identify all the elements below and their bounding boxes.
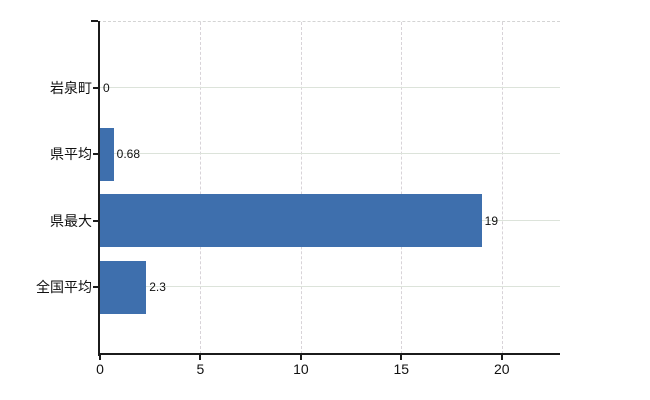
- x-axis-tick-label: 15: [393, 361, 410, 377]
- bar: [100, 127, 114, 181]
- plot-top-border: [98, 21, 560, 22]
- x-axis-tick: [299, 355, 302, 360]
- x-axis-tick-label: 10: [293, 361, 309, 377]
- x-axis-tick: [99, 355, 101, 360]
- x-axis-tick: [500, 355, 503, 360]
- bar-value-label: 2.3: [149, 280, 166, 295]
- y-axis-tick: [93, 153, 98, 156]
- x-gridline: [300, 22, 302, 354]
- y-gridline: [100, 87, 560, 88]
- x-axis-tick: [400, 355, 403, 360]
- y-gridline: [100, 286, 560, 287]
- x-axis-tick-label: 20: [493, 361, 510, 377]
- x-gridline: [401, 22, 403, 354]
- y-gridline: [100, 153, 560, 154]
- bar-value-label: 0: [103, 80, 110, 95]
- y-axis-tick: [93, 219, 98, 222]
- x-axis-tick-label: 0: [96, 361, 104, 377]
- category-label: 県最大: [50, 212, 92, 229]
- bar-value-label: 19: [484, 213, 499, 228]
- x-gridline: [200, 22, 202, 354]
- y-axis-tick: [93, 86, 98, 89]
- category-label: 県平均: [50, 146, 92, 163]
- category-label: 岩泉町: [50, 79, 92, 96]
- x-axis-line: [98, 353, 560, 355]
- y-axis-top-tick: [91, 20, 98, 22]
- y-axis-line: [98, 21, 100, 356]
- x-axis-tick: [199, 355, 202, 360]
- x-gridline: [501, 22, 503, 354]
- bar: [100, 194, 482, 248]
- bar-value-label: 0.68: [116, 147, 141, 162]
- category-label: 全国平均: [36, 279, 92, 296]
- bar: [100, 260, 147, 314]
- x-axis-tick-label: 5: [196, 361, 205, 377]
- y-axis-tick: [93, 286, 98, 289]
